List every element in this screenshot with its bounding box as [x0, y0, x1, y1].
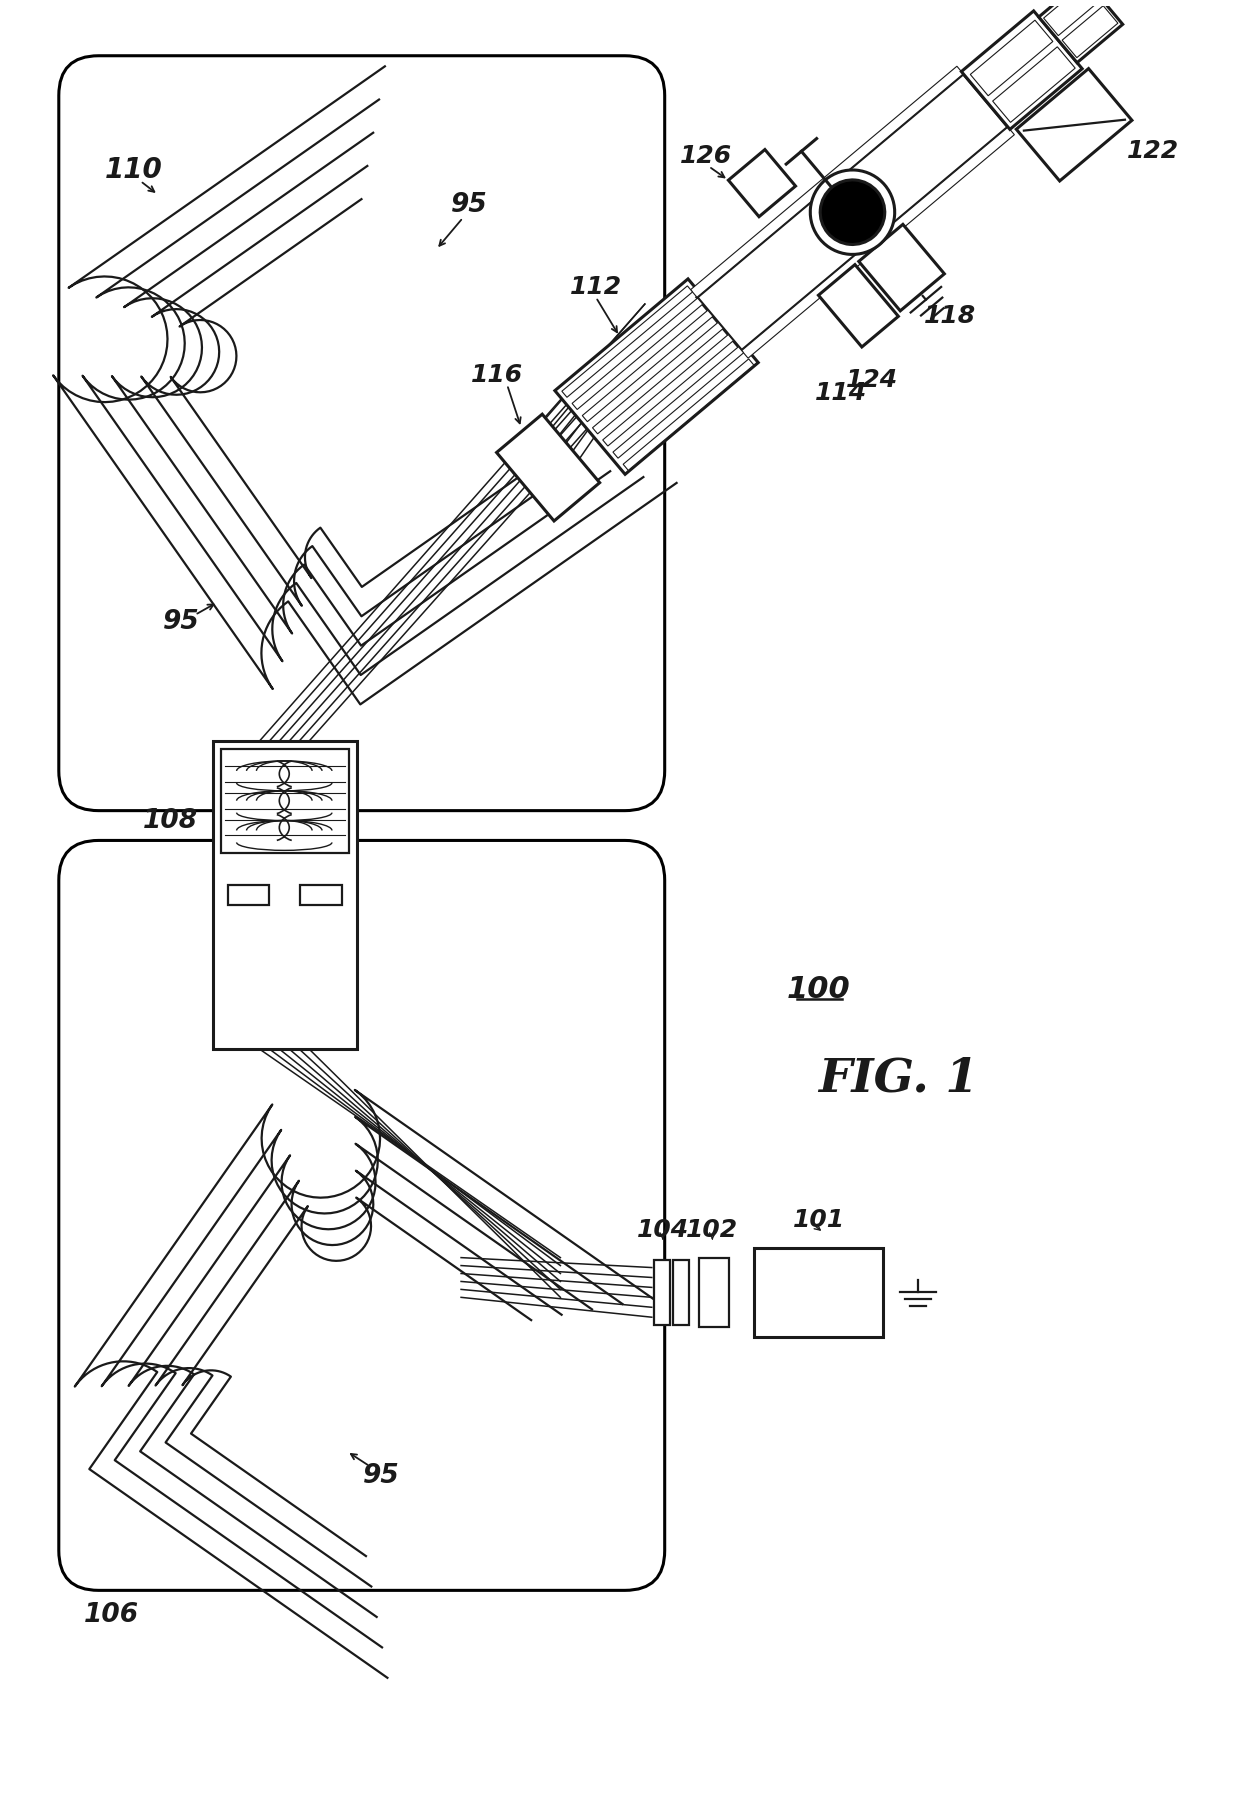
Text: 95: 95	[450, 192, 487, 217]
Polygon shape	[1044, 0, 1100, 36]
Text: 100: 100	[787, 975, 851, 1004]
Text: 104: 104	[636, 1217, 688, 1241]
Ellipse shape	[810, 170, 895, 255]
Polygon shape	[1063, 5, 1118, 58]
Bar	[221, 749, 348, 854]
Text: 95: 95	[363, 1463, 401, 1489]
Polygon shape	[583, 309, 713, 421]
Bar	[653, 1259, 670, 1326]
Polygon shape	[554, 279, 758, 474]
Polygon shape	[496, 414, 600, 521]
Text: 126: 126	[680, 145, 732, 168]
Text: 106: 106	[84, 1603, 139, 1628]
Polygon shape	[859, 224, 945, 311]
Polygon shape	[1039, 0, 1122, 63]
Text: 124: 124	[846, 367, 898, 393]
Polygon shape	[624, 358, 754, 470]
FancyBboxPatch shape	[58, 56, 665, 810]
Polygon shape	[1017, 69, 1132, 181]
Polygon shape	[562, 286, 692, 398]
Polygon shape	[691, 67, 963, 297]
Polygon shape	[613, 347, 744, 458]
Text: 118: 118	[924, 304, 976, 327]
Polygon shape	[742, 127, 1014, 358]
Text: 122: 122	[1127, 139, 1179, 163]
Bar	[699, 1257, 729, 1328]
Ellipse shape	[820, 179, 885, 244]
Bar	[754, 1248, 883, 1337]
Bar	[213, 742, 357, 1049]
Polygon shape	[603, 335, 733, 447]
Text: 108: 108	[143, 807, 198, 834]
FancyBboxPatch shape	[58, 841, 665, 1590]
Bar	[300, 885, 342, 904]
Text: 95: 95	[162, 610, 200, 635]
Polygon shape	[970, 20, 1053, 96]
Polygon shape	[818, 264, 898, 347]
Polygon shape	[993, 47, 1075, 123]
Polygon shape	[728, 150, 796, 217]
Text: 102: 102	[686, 1217, 739, 1241]
Text: 101: 101	[792, 1208, 844, 1232]
Polygon shape	[697, 74, 1008, 351]
Polygon shape	[593, 322, 723, 434]
Text: 116: 116	[471, 362, 523, 387]
Text: FIG. 1: FIG. 1	[818, 1056, 978, 1102]
Polygon shape	[572, 298, 703, 409]
Bar	[228, 885, 269, 904]
Bar	[672, 1259, 688, 1326]
Polygon shape	[961, 11, 1083, 130]
Text: 114: 114	[815, 382, 867, 405]
Text: 112: 112	[569, 275, 621, 298]
Text: 110: 110	[104, 156, 162, 185]
